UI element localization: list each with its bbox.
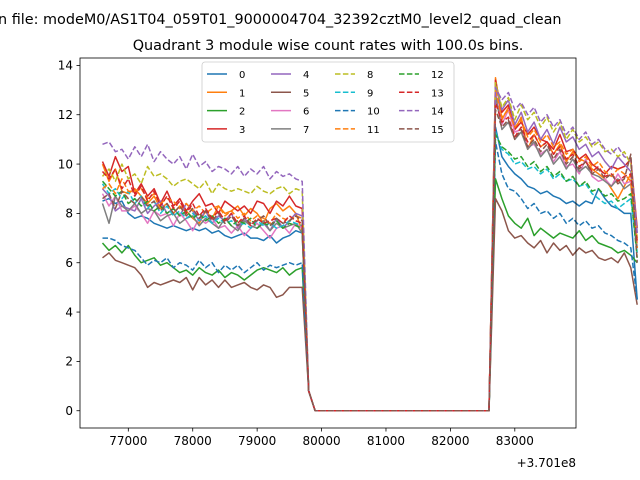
x-tick-label: 81000 [367, 434, 405, 448]
x-tick-label: 82000 [431, 434, 469, 448]
legend-label-13: 13 [431, 88, 444, 99]
x-tick-label: 79000 [238, 434, 276, 448]
y-tick-label: 12 [58, 108, 73, 122]
legend-label-6: 6 [303, 107, 309, 118]
x-tick-label: 83000 [496, 434, 534, 448]
y-tick-label: 10 [58, 157, 73, 171]
y-tick-label: 4 [65, 305, 73, 319]
legend-label-0: 0 [239, 70, 245, 81]
y-tick-label: 6 [65, 256, 73, 270]
y-tick-label: 2 [65, 355, 73, 369]
x-tick-label: 80000 [302, 434, 340, 448]
x-tick-label: 77000 [109, 434, 147, 448]
legend-label-12: 12 [431, 70, 444, 81]
axes-frame [79, 57, 577, 429]
legend-label-5: 5 [303, 88, 309, 99]
plot-lines [101, 76, 638, 412]
series-line-15 [102, 109, 638, 412]
x-tick-label: 78000 [174, 434, 212, 448]
legend-label-7: 7 [303, 125, 309, 136]
legend-label-3: 3 [239, 125, 245, 136]
series-line-8 [101, 81, 638, 412]
series-line-9 [101, 131, 638, 412]
legend-label-10: 10 [367, 107, 380, 118]
legend-label-14: 14 [431, 107, 444, 118]
legend-label-15: 15 [431, 125, 444, 136]
legend-label-1: 1 [239, 88, 245, 99]
y-axis-ticks: 0 2 4 6 8 10 12 14 [58, 59, 80, 418]
legend-label-9: 9 [367, 88, 373, 99]
figure-suptitle: n file: modeM0/AS1T04_059T01_9000004704_… [0, 12, 562, 28]
legend-label-8: 8 [367, 70, 373, 81]
y-tick-label: 8 [65, 207, 73, 221]
legend-box [201, 61, 455, 143]
chart-title: Quadrant 3 module wise count rates with … [133, 38, 524, 54]
y-tick-label: 0 [65, 404, 73, 418]
legend-label-2: 2 [239, 107, 245, 118]
legend-label-11: 11 [367, 125, 380, 136]
x-axis-offset-text: +3.701e8 [517, 456, 576, 470]
legend-label-4: 4 [303, 70, 309, 81]
y-tick-label: 14 [58, 59, 73, 73]
x-axis-ticks: 77000 78000 79000 80000 81000 82000 83000 [109, 428, 534, 448]
